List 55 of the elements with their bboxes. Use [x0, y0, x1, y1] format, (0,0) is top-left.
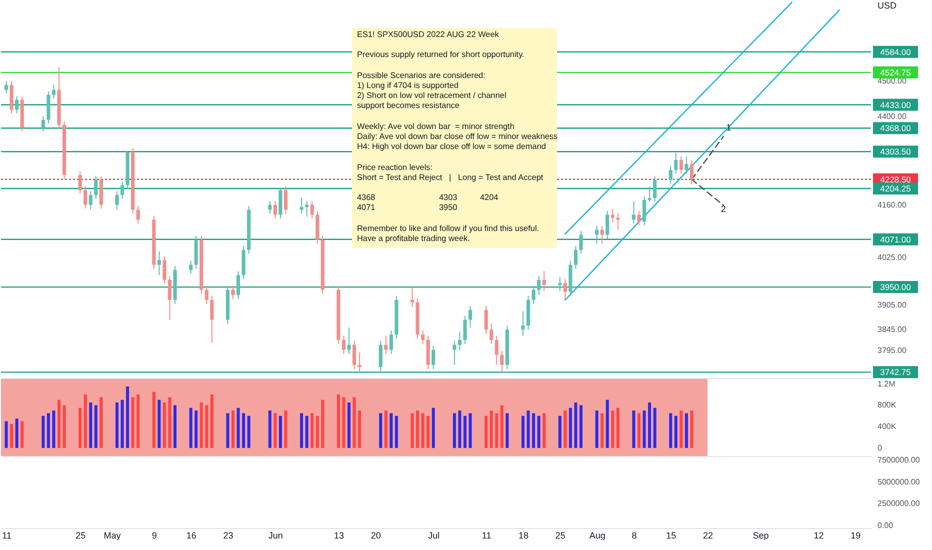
annotation: Weekly: Ave vol down bar = minor strength Daily: Ave vol down bar close off low = minor weakness H4: High vol down bar close off low = some demand: [357, 122, 558, 152]
ref-line-label: 4204.25: [880, 183, 912, 194]
annotation: 2: [720, 204, 726, 214]
annotation: Remember to like and follow if you find this useful. Have a profitable trading week.: [357, 224, 540, 244]
y-tick-label: 3795.00: [878, 346, 907, 355]
y-tick-label: 4160.00: [878, 200, 907, 210]
y-tick-label: 7500000.00: [878, 456, 920, 464]
annotation: Possible Scenarios are considered: 1) Long if 4704 is supported 2) Short on low vol retracement / channel support becomes resistance: [357, 70, 506, 112]
y-tick-label: 800K: [878, 400, 897, 410]
y-axis-title: USD: [878, 0, 897, 10]
ref-line-label: 4071.00: [880, 234, 912, 244]
x-tick-label: 11: [482, 530, 492, 540]
y-tick-label: 1.2M: [878, 379, 896, 388]
ref-line-label: 3950.00: [880, 282, 912, 292]
ref-line-label: 4368.00: [880, 123, 912, 134]
y-tick-label: 4025.00: [878, 252, 907, 262]
x-tick-label: 23: [223, 530, 234, 540]
x-tick-label: Jul: [428, 530, 440, 540]
x-tick-label: 12: [814, 530, 824, 540]
x-tick-label: 8: [632, 530, 637, 540]
x-tick-label: 19: [850, 530, 861, 540]
y-tick-label: 0.00: [878, 520, 894, 530]
x-tick-label: Aug: [589, 530, 606, 540]
x-tick-label: 16: [186, 530, 196, 540]
y-tick-label: 2500000.00: [878, 499, 920, 508]
annotation: 1: [726, 122, 732, 132]
y-tick-label: 0: [878, 443, 882, 452]
y-tick-label: 400K: [878, 422, 897, 432]
y-tick-label: 4400.00: [878, 112, 907, 122]
ref-line-label: 4228.50: [880, 174, 912, 184]
x-tick-label: 22: [703, 530, 714, 540]
ref-line-label: 3742.75: [880, 367, 912, 378]
annotation: Price reaction levels: Short = Test and Reject | Long = Test and Accept: [357, 162, 544, 183]
annotation: ES1! SPX500USD 2022 AUG 22 Week: [357, 30, 499, 40]
x-tick-label: Sep: [752, 530, 769, 540]
y-tick-label: 5000000.00: [878, 477, 920, 486]
y-tick-label: 3905.00: [878, 300, 907, 310]
x-tick-label: Jun: [268, 530, 283, 540]
x-tick-label: 20: [370, 530, 381, 540]
ref-line-label: 4433.00: [880, 100, 912, 110]
ref-line-label: 4524.75: [880, 67, 912, 78]
x-tick-label: 9: [152, 530, 157, 540]
x-tick-label: 25: [76, 530, 86, 540]
y-tick-label: 3845.00: [878, 325, 907, 334]
ref-line-label: 4303.50: [880, 146, 912, 157]
y-tick-label: 4500.00: [878, 76, 907, 86]
x-tick-label: 25: [555, 530, 566, 540]
ref-line-label: 4584.00: [880, 46, 912, 57]
x-tick-label: 15: [666, 530, 676, 540]
x-tick-label: 18: [518, 530, 529, 540]
x-tick-label: 13: [334, 530, 344, 540]
x-tick-label: May: [104, 530, 122, 540]
text: 4368 4303 4204 4071 3950: [357, 193, 498, 212]
annotation: Previous supply returned for short opportunity.: [357, 50, 524, 61]
x-tick-label: 11: [2, 530, 12, 540]
